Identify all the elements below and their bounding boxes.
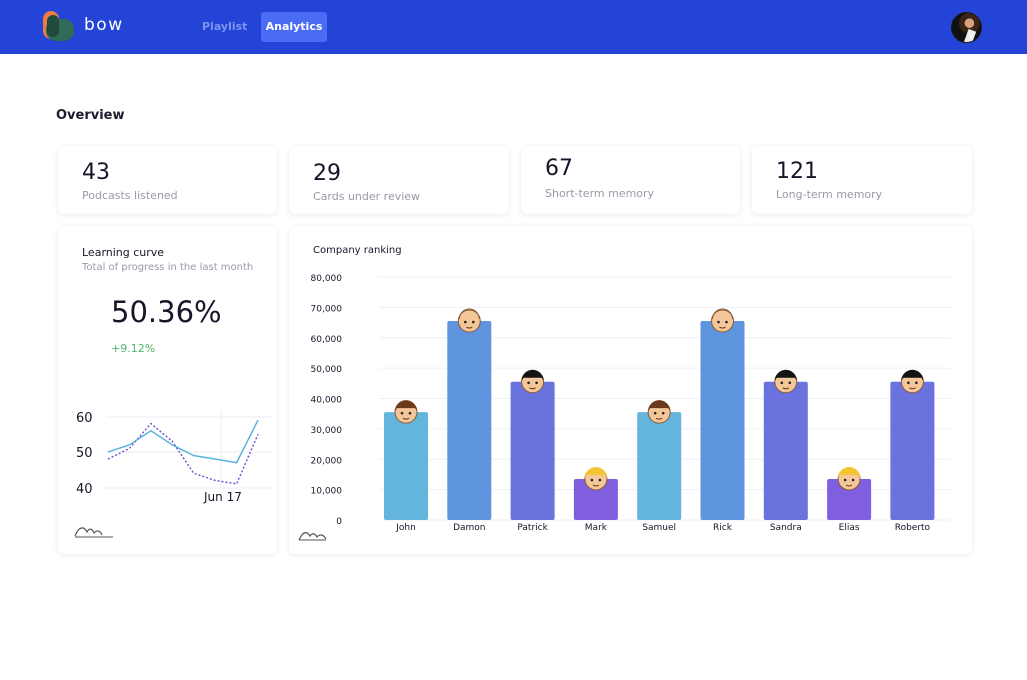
x-tick-label: Jun 17 (203, 490, 242, 504)
learning-curve-subtitle: Total of progress in the last month (82, 262, 254, 273)
y-tick-label: 30,000 (311, 426, 343, 436)
stat-value: 43 (82, 160, 110, 185)
y-tick-label: 0 (336, 517, 342, 527)
top-navigation-bar: bow Playlist Analytics (0, 0, 1027, 54)
stat-card-short-term: 67 Short-term memory (521, 146, 740, 214)
avatar-blonde-icon (584, 466, 608, 491)
avatar-blonde-icon (837, 466, 861, 491)
stat-label: Cards under review (313, 190, 421, 203)
learning-curve-chart: 60 50 40 Jun 17 (74, 411, 272, 538)
bar-patrick (510, 381, 555, 520)
bar-elias (827, 478, 872, 520)
company-ranking-card: Company ranking 80,000 70,000 60,000 50,000… (289, 226, 972, 554)
learning-curve-title: Learning curve (82, 246, 165, 259)
stat-card-cards-review: 29 Cards under review (289, 146, 509, 214)
progress-delta: +9.12% (111, 342, 156, 355)
bow-logo-icon[interactable] (43, 11, 75, 43)
bar-samuel (637, 412, 682, 520)
progress-percent: 50.36% (111, 295, 222, 329)
y-tick-label: 80,000 (311, 274, 343, 284)
x-tick-label: Rick (713, 523, 733, 533)
stat-value: 67 (545, 156, 573, 181)
y-tick-label: 50,000 (311, 365, 343, 375)
bar-rick (700, 321, 745, 520)
ranking-bar-chart: 80,000 70,000 60,000 50,000 40,000 30,000 20,0… (298, 274, 951, 541)
x-tick-label: Samuel (642, 523, 676, 533)
avatar-brown-hair-icon (394, 400, 418, 424)
avatar-brown-hair-icon (647, 400, 671, 424)
y-tick-label: 10,000 (311, 487, 343, 497)
wave-logo-icon (74, 527, 113, 538)
x-tick-label: Patrick (517, 523, 548, 533)
x-tick-label: Sandra (770, 523, 802, 533)
y-tick-label: 50 (76, 446, 93, 461)
bar-john (384, 412, 428, 520)
y-tick-label: 40 (76, 482, 93, 497)
x-tick-label: John (395, 523, 416, 533)
bar-mark (573, 478, 618, 520)
x-tick-label: Mark (585, 523, 608, 533)
page-title: Overview (56, 108, 125, 123)
bar-sandra (763, 381, 808, 520)
y-tick-label: 70,000 (311, 304, 343, 314)
avatar-bald-icon (457, 308, 481, 333)
series-line-solid (107, 419, 259, 464)
y-tick-label: 60,000 (311, 335, 343, 345)
tab-analytics[interactable]: Analytics (261, 12, 327, 42)
stat-card-podcasts: 43 Podcasts listened (58, 146, 277, 214)
user-avatar[interactable] (951, 12, 982, 43)
stat-label: Long-term memory (776, 188, 883, 201)
avatar-bald-icon (711, 308, 734, 333)
series-line-dotted (107, 422, 259, 485)
wave-logo-icon (298, 532, 327, 541)
stat-label: Short-term memory (545, 187, 655, 200)
stat-value: 121 (776, 159, 818, 184)
y-tick-label: 60 (76, 411, 93, 426)
avatar-black-hair-icon (521, 369, 545, 394)
bar-roberto (890, 381, 935, 520)
stat-label: Podcasts listened (82, 189, 178, 202)
ranking-title: Company ranking (313, 245, 402, 256)
stat-value: 29 (313, 161, 341, 186)
x-tick-label: Roberto (895, 523, 931, 533)
y-tick-label: 20,000 (311, 456, 343, 466)
avatar-black-hair-icon (900, 369, 924, 394)
avatar-black-hair-icon (774, 369, 798, 394)
x-tick-label: Elias (839, 523, 860, 533)
y-tick-label: 40,000 (311, 396, 343, 406)
bar-damon (447, 321, 492, 520)
learning-curve-card: Learning curve Total of progress in the … (58, 226, 277, 554)
stat-card-long-term: 121 Long-term memory (752, 146, 972, 214)
brand-name: bow (84, 15, 124, 35)
x-tick-label: Damon (453, 523, 485, 533)
tab-playlist[interactable]: Playlist (202, 20, 248, 33)
